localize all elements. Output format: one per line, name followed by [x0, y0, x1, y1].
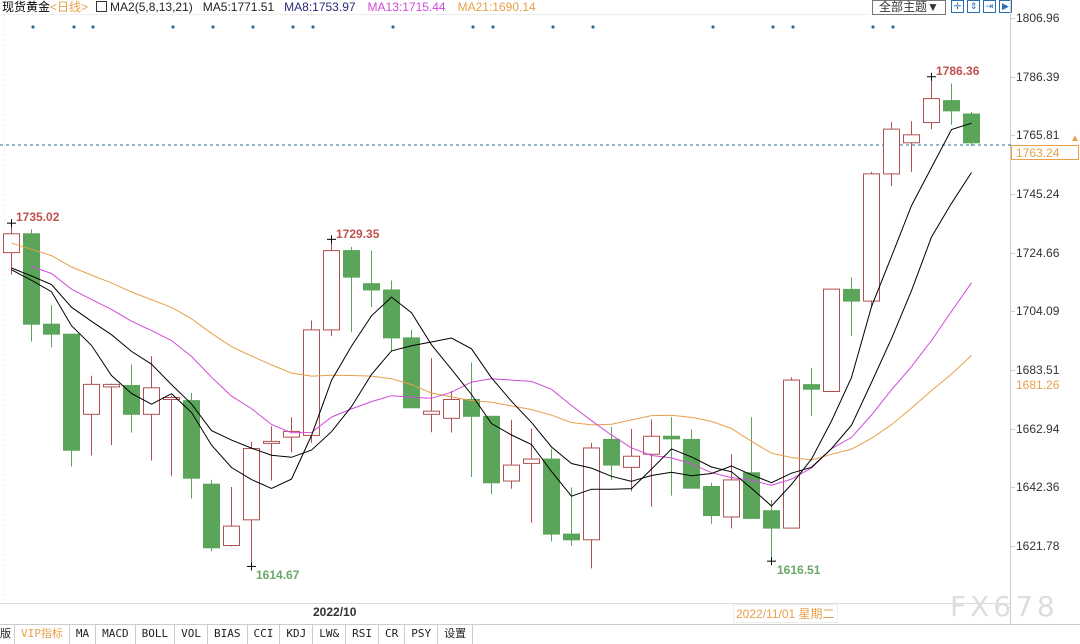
chart-header: 现货黄金<日线> MA2(5,8,13,21) MA5:1771.51 MA8:175…	[0, 0, 1080, 16]
price-tick-mark	[1011, 428, 1015, 430]
period-selector[interactable]: <日线>	[50, 0, 89, 14]
tab-cr[interactable]: CR	[379, 625, 406, 644]
tab-psy[interactable]: PSY	[405, 625, 439, 644]
high-label-1: 1735.02	[16, 210, 60, 224]
ma13-value: MA13:1715.44	[367, 0, 446, 14]
indicator-tab-bar: 版 VIP指标 MA MACD BOLL VOL BIAS CCI KDJ LW…	[0, 624, 1080, 644]
tab-rsi[interactable]: RSI	[346, 625, 379, 644]
price-tick-label: 1642.36	[1016, 480, 1060, 495]
current-price-arrow-icon: ▲	[1070, 133, 1080, 144]
tab-cci[interactable]: CCI	[248, 625, 281, 644]
price-tick-label: 1683.51	[1016, 363, 1060, 378]
scroll-right-icon[interactable]: ▶	[999, 0, 1012, 13]
tab-boll[interactable]: BOLL	[136, 625, 176, 644]
price-tick-label: 1765.81	[1016, 128, 1060, 143]
tab-lw[interactable]: LW&	[313, 625, 347, 644]
month-label: 2022/10	[313, 605, 357, 619]
tab-ma[interactable]: MA	[70, 625, 97, 644]
ma21-value: MA21:1690.14	[457, 0, 536, 14]
crosshair-icon[interactable]: ✛	[951, 0, 964, 13]
theme-dropdown[interactable]: 全部主题▼	[872, 0, 946, 15]
price-tick-mark	[1011, 370, 1015, 372]
instrument-title: 现货黄金	[2, 0, 51, 14]
price-tick-mark	[1011, 252, 1015, 254]
low-label-1: 1614.67	[256, 568, 300, 582]
tab-settings[interactable]: 设置	[438, 625, 474, 644]
price-tick-mark	[1011, 311, 1015, 313]
indicator-chart-icon[interactable]	[96, 1, 108, 12]
ma5-value: MA5:1771.51	[202, 0, 275, 14]
price-tick-mark	[1011, 135, 1015, 137]
cursor-date-label: 2022/11/01 星期二	[733, 604, 838, 623]
tab-vol[interactable]: VOL	[175, 625, 208, 644]
price-tick-mark	[1011, 487, 1015, 489]
high-label-3: 1786.36	[936, 64, 980, 78]
tab-bias[interactable]: BIAS	[208, 625, 248, 644]
tab-macd[interactable]: MACD	[96, 625, 136, 644]
tab-vip-indicator[interactable]: VIP指标	[15, 625, 70, 644]
price-tick-label: 1786.39	[1016, 69, 1060, 84]
price-tick-label: 1745.24	[1016, 187, 1060, 202]
ma8-value: MA8:1753.97	[284, 0, 356, 14]
high-label-2: 1729.35	[336, 227, 380, 241]
price-tick-label: 1662.94	[1016, 421, 1060, 436]
price-tick-mark	[1011, 76, 1015, 78]
current-price-label: 1763.24	[1011, 145, 1079, 160]
ma-indicator-label[interactable]: MA2(5,8,13,21)	[110, 0, 193, 14]
zoom-fit-icon[interactable]: ⇕	[967, 0, 980, 13]
price-tick-label: 1704.09	[1016, 304, 1060, 319]
price-tick-mark	[1011, 546, 1015, 548]
low-label-2: 1616.51	[777, 563, 821, 577]
watermark: FX678	[950, 590, 1059, 623]
price-tick-mark	[1011, 18, 1015, 19]
price-tick-label: 1724.66	[1016, 245, 1060, 260]
tab-version[interactable]: 版	[0, 625, 15, 644]
price-tick-label: 1806.96	[1016, 11, 1060, 25]
tab-kdj[interactable]: KDJ	[280, 625, 314, 644]
price-tick-label: 1621.78	[1016, 539, 1060, 554]
zoom-to-end-icon[interactable]: ⇥	[983, 0, 996, 13]
price-tick-mark	[1011, 194, 1015, 196]
ma21-marker-label: 1681.26	[1016, 378, 1060, 392]
